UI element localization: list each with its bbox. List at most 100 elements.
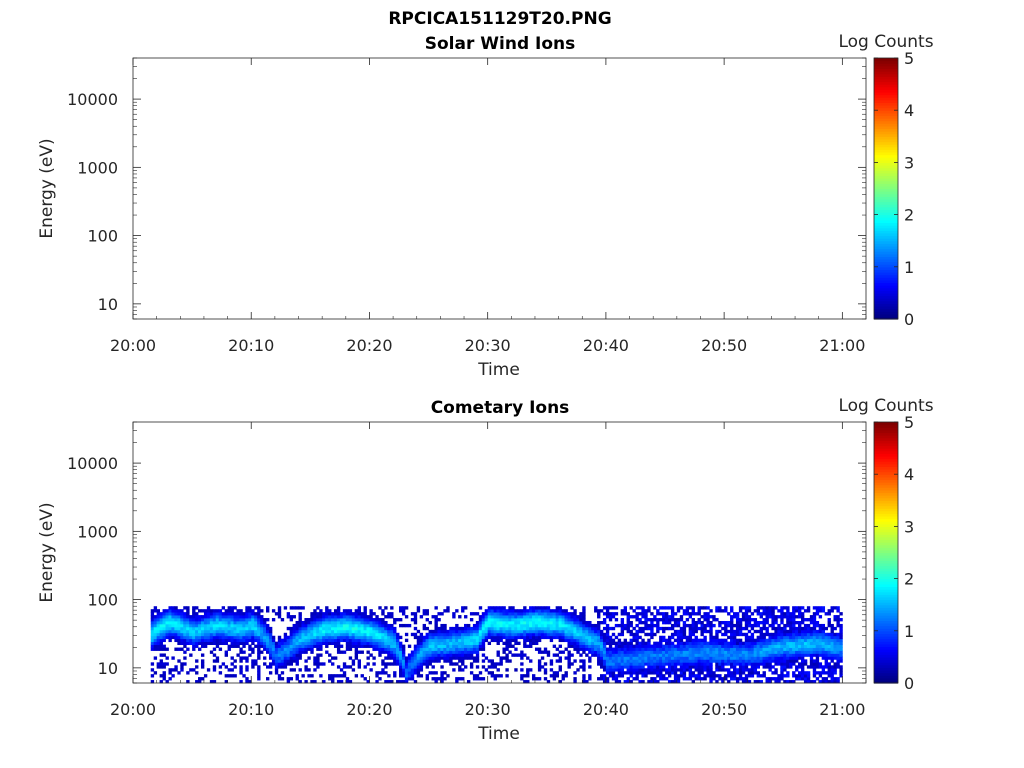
spectrogram-cell: [266, 641, 270, 646]
spectrogram-cell: [407, 677, 412, 681]
spectrogram-cell: [493, 677, 497, 681]
spectrogram-cell: [824, 641, 828, 646]
spectrogram-cell: [768, 606, 772, 610]
spectrogram-cell: [830, 671, 834, 675]
spectrogram-cell: [777, 635, 781, 640]
spectrogram-cell: [322, 629, 326, 634]
spectrogram-cell: [493, 635, 497, 640]
spectrogram-cell: [614, 641, 619, 646]
spectrogram-cell: [357, 632, 361, 637]
spectrogram-cell: [614, 612, 619, 616]
spectrogram-cell: [534, 606, 539, 610]
spectrogram-cell: [239, 629, 243, 634]
spectrogram-cell: [336, 606, 341, 610]
spectrogram-cell: [756, 623, 760, 628]
spectrogram-cell: [177, 641, 181, 646]
spectrogram-cell: [576, 629, 580, 634]
spectrogram-cell: [150, 641, 155, 646]
spectrogram-cell: [230, 618, 234, 622]
spectrogram-cell: [750, 656, 755, 660]
spectrogram-cell: [602, 638, 607, 643]
spectrogram-cell: [697, 665, 701, 669]
spectrogram-cell: [316, 665, 320, 669]
spectrogram-cell: [180, 662, 184, 666]
spectrogram-cell: [523, 615, 527, 619]
spectrogram-cell: [221, 632, 226, 637]
spectrogram-cell: [384, 620, 388, 625]
spectrogram-cell: [750, 671, 755, 675]
spectrogram-cell: [712, 674, 716, 678]
spectrogram-cell: [780, 671, 784, 675]
spectrogram-cell: [706, 615, 710, 619]
spectrogram-cell: [570, 612, 574, 616]
spectrogram-cell: [744, 647, 749, 651]
spectrogram-cell: [659, 677, 663, 681]
spectrogram-cell: [452, 644, 456, 648]
spectrogram-cell: [697, 609, 701, 613]
spectrogram-cell: [372, 620, 376, 625]
spectrogram-cell: [777, 674, 781, 678]
spectrogram-cell: [487, 641, 492, 646]
spectrogram-cell: [363, 638, 367, 643]
spectrogram-cell: [425, 647, 429, 651]
spectrogram-cell: [786, 656, 790, 660]
colorbar-step: [874, 232, 898, 237]
spectrogram-cell: [543, 606, 548, 610]
spectrogram-cell: [670, 659, 675, 663]
spectrogram-cell: [292, 653, 296, 657]
spectrogram-cell: [455, 623, 459, 628]
spectrogram-cell: [798, 653, 802, 657]
spectrogram-cell: [585, 632, 589, 637]
spectrogram-cell: [159, 680, 163, 684]
spectrogram-cell: [325, 635, 329, 640]
spectrogram-cell: [824, 662, 828, 666]
spectrogram-cell: [691, 647, 695, 651]
spectrogram-cell: [523, 653, 527, 657]
spectrogram-cell: [437, 644, 441, 648]
spectrogram-cell: [735, 668, 740, 672]
spectrogram-cell: [514, 623, 518, 628]
colorbar-step: [874, 89, 898, 93]
spectrogram-cell: [233, 638, 237, 643]
spectrogram-cell: [215, 656, 220, 660]
colorbar-step: [874, 170, 898, 174]
spectrogram-cell: [697, 638, 701, 643]
spectrogram-cell: [209, 612, 214, 616]
spectrogram-cell: [508, 638, 512, 643]
spectrogram-cell: [490, 671, 494, 675]
spectrogram-cell: [662, 606, 666, 610]
spectrogram-cell: [357, 635, 361, 640]
spectrogram-cell: [812, 650, 817, 654]
spectrogram-cell: [688, 650, 693, 654]
colorbar-step: [874, 167, 898, 171]
spectrogram-cell: [644, 647, 648, 651]
spectrogram-cell: [475, 620, 480, 625]
spectrogram-cell: [750, 635, 755, 640]
spectrogram-cell: [251, 647, 255, 651]
spectrogram-cell: [694, 641, 698, 646]
spectrogram-cell: [186, 626, 190, 631]
spectrogram-cell: [505, 647, 509, 651]
spectrogram-cell: [251, 665, 255, 669]
spectrogram-cell: [715, 668, 719, 672]
colorbar-step: [874, 607, 898, 611]
spectrogram-cell: [369, 644, 373, 648]
colorbar-step: [874, 196, 898, 200]
spectrogram-cell: [735, 671, 740, 675]
spectrogram-cell: [203, 635, 208, 640]
spectrogram-cell: [159, 620, 163, 625]
spectrogram-cell: [236, 623, 240, 628]
spectrogram-cell: [245, 656, 249, 660]
spectrogram-cell: [150, 635, 155, 640]
spectrogram-cell: [753, 647, 758, 651]
spectrogram-cell: [271, 609, 276, 613]
spectrogram-cell: [307, 632, 311, 637]
spectrogram-cell: [747, 620, 752, 625]
spectrogram-cell: [712, 644, 716, 648]
spectrogram-cell: [741, 641, 746, 646]
spectrogram-cell: [165, 618, 169, 622]
spectrogram-cell: [620, 612, 625, 616]
spectrogram-cell: [268, 638, 273, 643]
spectrogram-cell: [735, 618, 740, 622]
spectrogram-cell: [735, 653, 740, 657]
